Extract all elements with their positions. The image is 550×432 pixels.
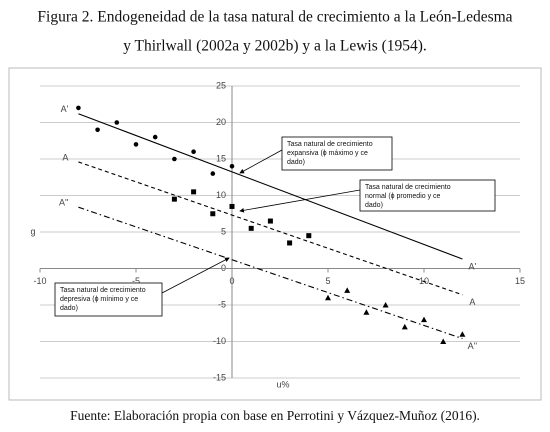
point bbox=[287, 240, 293, 246]
trend-line bbox=[78, 113, 463, 260]
y-tick-label: -15 bbox=[213, 372, 226, 382]
line-label: A bbox=[469, 297, 475, 307]
x-tick-label: 5 bbox=[325, 276, 330, 286]
point bbox=[382, 302, 389, 308]
annotation-text: dado) bbox=[365, 202, 383, 209]
annotation-box bbox=[359, 179, 496, 212]
point bbox=[229, 164, 235, 169]
point bbox=[210, 211, 216, 217]
y-tick-label: -10 bbox=[213, 336, 226, 346]
point bbox=[325, 294, 331, 301]
point bbox=[95, 127, 100, 133]
x-axis-label: u% bbox=[276, 379, 289, 389]
chart-title: y Thirlwall (2002a y 2002b) y a la Lewis… bbox=[123, 38, 427, 55]
point bbox=[344, 287, 351, 293]
trend-line bbox=[78, 206, 463, 340]
y-tick-label: 10 bbox=[216, 190, 226, 200]
y-tick-label: -5 bbox=[218, 299, 226, 309]
annotation-arrow bbox=[161, 257, 230, 294]
point bbox=[363, 309, 370, 315]
y-tick-label: 25 bbox=[216, 80, 226, 90]
point bbox=[152, 134, 158, 140]
line-label: A bbox=[62, 152, 68, 162]
point bbox=[440, 338, 447, 344]
point bbox=[248, 225, 254, 231]
point bbox=[306, 233, 312, 239]
x-tick-label: 15 bbox=[515, 276, 525, 286]
annotation-text: Tasa natural de crecimiento bbox=[365, 184, 451, 191]
line-label: A'' bbox=[59, 198, 69, 208]
annotation-text: Tasa natural de crecimiento bbox=[60, 287, 146, 294]
trend-line bbox=[78, 161, 463, 296]
point bbox=[133, 142, 139, 147]
point bbox=[229, 203, 235, 209]
x-tick-label: 10 bbox=[419, 276, 429, 286]
line-label: A' bbox=[61, 104, 69, 114]
point bbox=[401, 323, 408, 330]
point bbox=[172, 156, 177, 162]
annotation-text: normal (ɸ promedio y ce bbox=[365, 193, 441, 200]
point bbox=[114, 120, 120, 125]
chart-title: Figura 2. Endogeneidad de la tasa natura… bbox=[37, 9, 512, 26]
chart-frame bbox=[8, 67, 542, 401]
x-tick-label: -10 bbox=[33, 276, 46, 286]
annotation-arrow bbox=[239, 149, 283, 174]
line-label: A' bbox=[469, 261, 477, 271]
point bbox=[171, 196, 177, 202]
x-tick-label: -5 bbox=[132, 276, 140, 286]
annotation-text: expansiva (ɸ máximo y ce bbox=[287, 150, 368, 157]
annotation-box bbox=[54, 282, 163, 317]
point bbox=[210, 171, 216, 176]
annotation-text: depresiva (ɸ mínimo y ce bbox=[60, 296, 138, 303]
point bbox=[421, 316, 427, 323]
y-tick-label: 0 bbox=[221, 263, 226, 273]
annotation-text: dado) bbox=[287, 159, 305, 166]
y-tick-label: 15 bbox=[216, 153, 226, 163]
x-tick-label: 0 bbox=[229, 276, 234, 286]
annotation-box bbox=[281, 136, 393, 171]
annotation-text: Tasa natural de crecimiento bbox=[287, 141, 373, 148]
y-axis-label: g bbox=[30, 226, 35, 236]
point bbox=[459, 331, 466, 337]
source: Fuente: Elaboración propia con base en P… bbox=[70, 408, 480, 423]
y-tick-label: 20 bbox=[216, 117, 226, 127]
point bbox=[267, 218, 273, 224]
line-label: A'' bbox=[468, 341, 478, 351]
point bbox=[76, 105, 81, 111]
y-tick-label: 5 bbox=[221, 226, 226, 236]
point bbox=[191, 189, 197, 195]
point bbox=[191, 149, 196, 154]
annotation-arrow bbox=[239, 189, 361, 213]
annotation-text: dado) bbox=[60, 305, 78, 312]
